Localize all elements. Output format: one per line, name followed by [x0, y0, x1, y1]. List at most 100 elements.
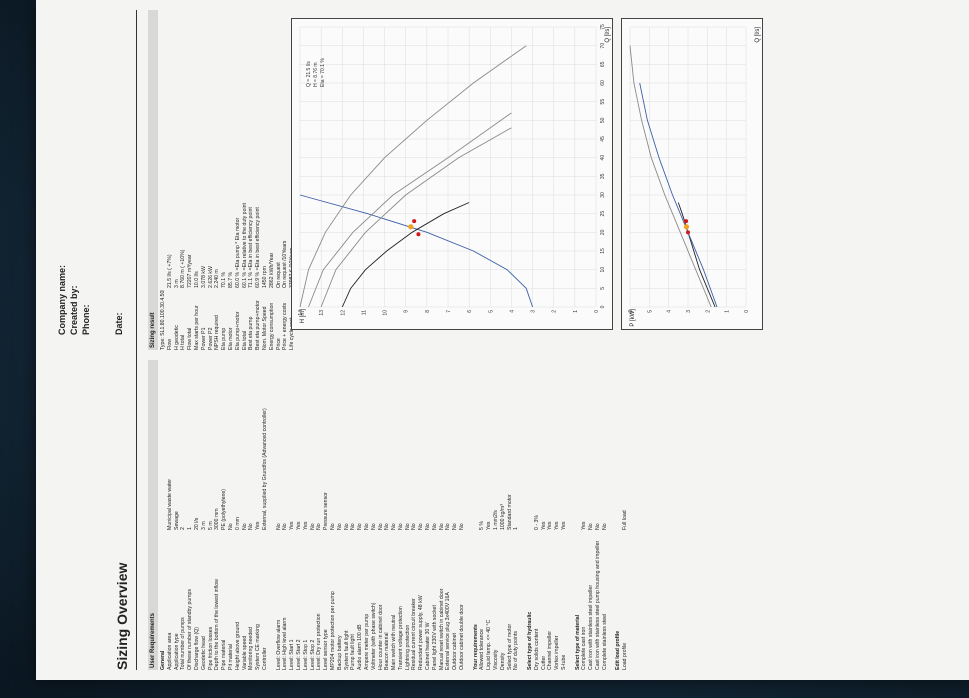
user-req-label: Depth to the bottom of the lowest inflow: [214, 579, 221, 670]
user-req-label: Pipe material: [221, 639, 228, 670]
user-req-value: 1000 kg/m³: [499, 504, 506, 530]
user-req-label: MP204 motor protection per pump: [329, 591, 336, 670]
user-req-label: Select type of hydraulic: [527, 611, 534, 670]
x-tick-label: 40: [600, 155, 606, 161]
user-req-value: 5 %: [479, 521, 486, 530]
y-tick-label: 0: [594, 310, 600, 313]
duty-point: [686, 230, 690, 235]
user-req-value: [568, 360, 575, 530]
user-req-value: [527, 360, 534, 530]
user-req-value: [575, 360, 582, 530]
series-line: [299, 194, 534, 308]
user-req-label: Edit load profile: [615, 630, 622, 670]
user-req-value: Yes: [540, 521, 547, 530]
x-tick-label: 0: [600, 305, 606, 308]
user-req-value: No: [404, 523, 411, 530]
series-line: [320, 127, 512, 308]
user-req-value: Yes: [289, 521, 296, 530]
user-req-value: 20 l/s: [193, 517, 200, 530]
user-req-value: [269, 360, 276, 530]
y-tick-label: 0: [744, 310, 750, 313]
user-req-value: No: [384, 523, 391, 530]
user-req-label: System fault light: [343, 630, 350, 671]
sizing-result-value: 70.1 %: [221, 271, 228, 288]
user-req-label: Pit material: [227, 644, 234, 670]
sizing-result-label: Best eta pump: [248, 316, 255, 350]
chart-annotation: Eta = 70.1 %: [320, 58, 326, 87]
y-tick-label: 10: [383, 310, 389, 316]
user-req-label: Variable speed: [241, 635, 248, 670]
series-line: [639, 82, 718, 308]
sizing-result-label: Eta motor: [227, 327, 234, 351]
user-req-label: Vortex impeller: [554, 635, 561, 670]
sizing-result-label: Price: [275, 338, 282, 350]
user-req-label: Outdoor cabinet double door: [459, 604, 466, 670]
sizing-result-value: 3 m: [173, 279, 180, 288]
x-tick-label: 20: [600, 229, 606, 235]
user-req-label: Manual reset switch in cabinet door: [438, 588, 445, 670]
user-req-label: Beacon material: [384, 632, 391, 671]
user-req-label: Cutter: [540, 655, 547, 670]
header-divider: [136, 10, 137, 670]
user-req-value: No: [370, 523, 377, 530]
x-tick-label: 30: [600, 192, 606, 198]
user-req-value: 2: [180, 527, 187, 530]
sizing-result-value: 10.0 l/s: [193, 271, 200, 288]
y-tick-label: 6: [467, 310, 473, 313]
sizing-result-label: Price + energy costs: [282, 302, 289, 350]
user-req-label: Cast iron with stainless steel pump hous…: [595, 540, 601, 670]
user-req-label: Application area: [166, 632, 173, 670]
user-req-label: Monitoring needed: [248, 627, 255, 670]
sizing-result-value: [160, 198, 167, 288]
user-req-value: Sewage: [173, 511, 180, 530]
sizing-result-value: On request: [275, 262, 282, 288]
sizing-result-value: 85.7 %: [227, 271, 234, 288]
user-req-value: No: [452, 523, 459, 530]
user-req-value: No: [248, 523, 255, 530]
user-req-label: Height above ground: [234, 621, 241, 670]
user-req-value: No: [377, 523, 384, 530]
chart-annotation: H = 8.76 m: [313, 62, 319, 87]
series-line: [677, 202, 716, 308]
user-req-label: Level: Start 1: [289, 639, 296, 670]
y-tick-label: 12: [340, 310, 346, 316]
user-req-label: Redundant power supply, 48 kW: [418, 595, 425, 670]
user-requirements-heading: User Requirements: [148, 360, 158, 670]
user-req-label: Audio alarm 100 dB: [357, 624, 364, 670]
user-req-value: Standard motor: [506, 494, 513, 530]
user-req-value: No: [601, 523, 608, 530]
user-req-label: [466, 530, 473, 670]
user-req-label: Your requirements: [472, 624, 479, 670]
y-tick-label: 5: [488, 310, 494, 313]
duty-point: [683, 224, 690, 230]
user-req-value: No: [241, 523, 248, 530]
user-req-label: Viscosity: [493, 649, 500, 670]
y-tick-label: 1: [725, 310, 731, 313]
y-tick-label: 7: [446, 310, 452, 313]
sizing-result-labels: Type: SL1.80.100.30.4.50E.C Flow H geodeti…: [160, 290, 296, 350]
user-req-value: No: [309, 523, 316, 530]
sizing-result-value: 60.0 % =Eta pump * Eta motor: [234, 217, 241, 288]
user-req-value: Yes: [255, 521, 262, 530]
document-page: Company name: Created by: Phone: Date: S…: [36, 0, 969, 680]
user-req-label: Backup battery: [336, 635, 343, 670]
user-req-label: Residual current circuit breaker: [411, 598, 418, 670]
user-req-value: No: [438, 523, 445, 530]
user-req-value: No: [425, 523, 432, 530]
user-req-label: Complete cast iron: [581, 626, 588, 670]
user-req-value: Pressure sensor: [323, 492, 330, 530]
user-req-label: Channel impeller: [547, 631, 554, 670]
user-req-label: Cabinet heater 30 W: [425, 622, 432, 670]
user-req-value: No: [350, 523, 357, 530]
y-tick-label: 9: [404, 310, 410, 313]
y-tick-label: 11: [361, 310, 367, 315]
sizing-result-label: Eta pump+motor: [234, 311, 241, 351]
sizing-result-value: 60.9 % =Eta in best efficiency point: [255, 207, 262, 288]
x-tick-label: 25: [600, 211, 606, 217]
user-req-value: 1: [187, 527, 194, 530]
user-req-value: No: [445, 523, 452, 530]
user-req-value: No: [336, 523, 343, 530]
user-req-label: Level: High level alarm: [282, 617, 289, 670]
page-title: Sizing Overview: [114, 562, 130, 670]
